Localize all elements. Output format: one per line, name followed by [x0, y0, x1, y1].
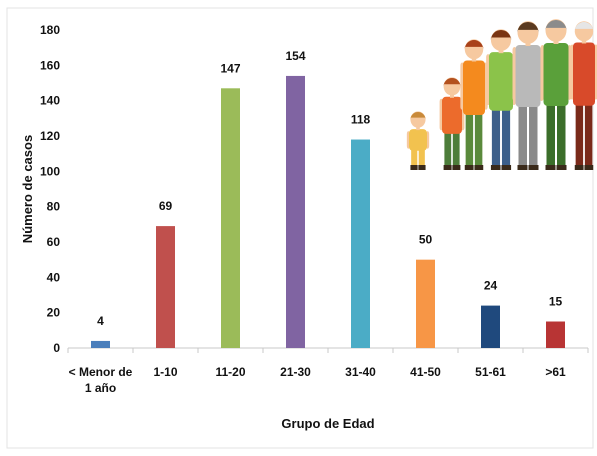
category-label-line: < Menor de — [69, 365, 133, 379]
young-adult-figure — [486, 29, 516, 170]
plot-area: Número de casos 0 20 40 60 80 100 120 140 160 180 4… — [20, 23, 589, 431]
figure-leg — [584, 103, 593, 166]
category-label-line: 11-20 — [215, 365, 245, 379]
category-label: 51-61 — [475, 365, 506, 379]
figure-shoe — [574, 165, 584, 170]
figure-shoe — [545, 165, 556, 170]
figure-leg — [474, 113, 483, 166]
category-label: 41-50 — [410, 365, 441, 379]
bar — [221, 88, 240, 349]
figure-leg — [452, 131, 460, 166]
figure-shoe — [410, 165, 418, 170]
figure-shoe — [556, 165, 567, 170]
figure-leg — [465, 113, 474, 166]
figure-leg — [575, 103, 584, 166]
category-label-line: 51-61 — [475, 365, 506, 379]
y-tick-label: 0 — [53, 341, 60, 355]
category-label: 11-20 — [215, 365, 245, 379]
category-label: < Menor de 1 año — [69, 365, 133, 395]
figure-leg — [546, 103, 555, 166]
data-label: 118 — [351, 113, 371, 127]
y-tick-label: 80 — [47, 200, 61, 214]
y-tick-label: 160 — [40, 58, 60, 72]
figure-leg — [518, 105, 527, 166]
category-label-line: 1-10 — [153, 365, 177, 379]
category-label: 1-10 — [153, 365, 177, 379]
figure-torso — [409, 129, 427, 151]
figure-hair — [443, 78, 461, 87]
y-axis-title: Número de casos — [20, 135, 35, 243]
figure-torso — [543, 43, 569, 106]
figure-leg — [411, 148, 418, 166]
bar — [481, 305, 500, 348]
y-tick-label: 140 — [40, 94, 60, 108]
figure-hair — [464, 40, 484, 50]
data-label: 4 — [97, 314, 104, 328]
bar — [91, 340, 110, 348]
y-tick-label: 20 — [47, 306, 61, 320]
figure-hair — [410, 112, 426, 120]
data-label: 24 — [484, 279, 498, 293]
figure-shoe — [528, 165, 539, 170]
bar — [546, 321, 565, 348]
figure-leg — [501, 108, 511, 166]
figure-leg — [491, 108, 501, 166]
data-label: 154 — [285, 49, 305, 63]
data-label: 69 — [159, 199, 173, 213]
category-label-line: 21-30 — [280, 365, 311, 379]
data-label: 15 — [549, 295, 563, 309]
middle-age-figure — [540, 19, 572, 170]
figure-hair — [517, 22, 539, 33]
category-label: 21-30 — [280, 365, 311, 379]
figure-shoe — [418, 165, 426, 170]
figure-shoe — [584, 165, 594, 170]
figure-shoe — [474, 165, 484, 170]
elder-figure — [570, 21, 597, 170]
figure-shoe — [464, 165, 474, 170]
bar — [156, 226, 175, 348]
figure-shoe — [490, 165, 501, 170]
y-tick-label: 60 — [47, 235, 61, 249]
figure-torso — [573, 42, 595, 106]
category-label-line: 1 año — [85, 381, 116, 395]
data-label: 147 — [220, 61, 240, 75]
data-label: 50 — [419, 233, 433, 247]
figure-leg — [529, 105, 538, 166]
figure-shoe — [452, 165, 461, 170]
figure-shoe — [517, 165, 528, 170]
figure-leg — [418, 148, 425, 166]
baby-figure — [406, 111, 430, 170]
figure-hair — [574, 22, 594, 32]
y-tick-label: 120 — [40, 129, 60, 143]
category-label: 31-40 — [345, 365, 376, 379]
figure-hair — [545, 20, 567, 31]
figure-leg — [557, 103, 566, 166]
figure-torso — [463, 60, 485, 116]
teen-figure — [460, 39, 488, 170]
y-tick-label: 180 — [40, 23, 60, 37]
bar — [351, 139, 370, 348]
figure-hair — [490, 30, 512, 41]
family-generations-illustration — [406, 19, 597, 170]
category-label-line: >61 — [545, 365, 566, 379]
bar — [416, 259, 435, 348]
figure-torso — [489, 52, 513, 111]
category-label: >61 — [545, 365, 566, 379]
figure-shoe — [501, 165, 512, 170]
figure-shoe — [443, 165, 452, 170]
category-label-line: 31-40 — [345, 365, 376, 379]
figure-leg — [444, 131, 452, 166]
x-axis-title: Grupo de Edad — [281, 416, 374, 431]
bar — [286, 75, 305, 348]
figure-torso — [515, 45, 541, 107]
y-tick-label: 100 — [40, 164, 60, 178]
category-label-line: 41-50 — [410, 365, 441, 379]
figure-arm — [460, 62, 464, 110]
y-tick-label: 40 — [47, 270, 61, 284]
figure-torso — [442, 96, 462, 134]
